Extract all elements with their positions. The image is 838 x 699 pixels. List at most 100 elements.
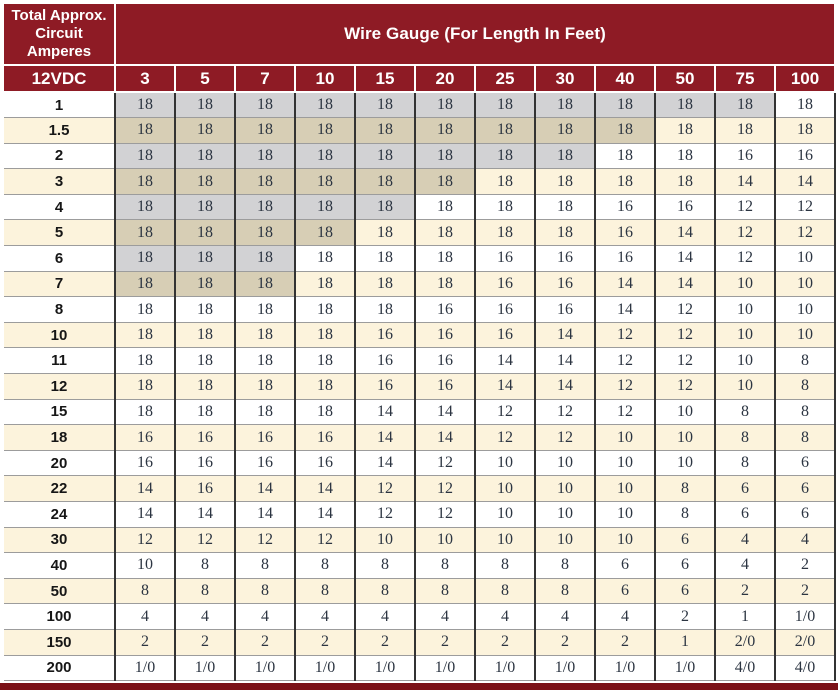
gauge-cell: 18	[114, 142, 176, 170]
gauge-cell: 18	[294, 117, 356, 144]
gauge-cell: 12	[414, 475, 476, 502]
amperes-label: 3	[2, 168, 116, 195]
gauge-cell: 18	[294, 398, 356, 426]
gauge-cell: 18	[414, 117, 476, 144]
gauge-cell: 12	[234, 526, 296, 554]
gauge-cell: 16	[594, 219, 656, 247]
table-row-20a: 20 16 16 16 16 14 12 10 10 10 10 8 6	[2, 449, 836, 477]
gauge-cell: 2	[294, 628, 356, 656]
gauge-cell: 14	[234, 501, 296, 528]
gauge-cell: 8	[474, 577, 536, 605]
gauge-cell: 18	[294, 347, 356, 375]
corner-header-total-approx-circuit-amperes: Total Approx. Circuit Amperes	[2, 2, 116, 66]
amperes-label: 20	[2, 449, 116, 477]
gauge-cell: 18	[174, 91, 236, 119]
gauge-cell: 12	[414, 449, 476, 477]
gauge-cell: 18	[114, 245, 176, 272]
table-row-50a: 50 8 8 8 8 8 8 8 8 6 6 2 2	[2, 577, 836, 605]
gauge-cell: 10	[774, 270, 836, 298]
amperes-label: 1.5	[2, 117, 116, 144]
gauge-cell: 1/0	[654, 654, 716, 682]
gauge-cell: 6	[774, 475, 836, 502]
table-row-1.5a: 1.5 18 18 18 18 18 18 18 18 18 18 18 18	[2, 117, 836, 144]
gauge-cell: 10	[594, 424, 656, 451]
gauge-cell: 18	[534, 168, 596, 195]
gauge-cell: 16	[474, 321, 536, 349]
gauge-cell: 18	[714, 117, 776, 144]
gauge-cell: 18	[114, 91, 176, 119]
gauge-cell: 4	[534, 603, 596, 630]
gauge-cell: 10	[714, 321, 776, 349]
gauge-cell: 18	[234, 296, 296, 323]
gauge-cell: 18	[714, 91, 776, 119]
table-row-150a: 150 2 2 2 2 2 2 2 2 2 1 2/0 2/0	[2, 628, 836, 656]
gauge-cell: 14	[354, 398, 416, 426]
gauge-cell: 4	[354, 603, 416, 630]
gauge-cell: 18	[354, 91, 416, 119]
amperes-label: 100	[2, 603, 116, 630]
gauge-cell: 18	[474, 117, 536, 144]
length-header-75: 75	[714, 64, 776, 93]
gauge-cell: 18	[294, 168, 356, 195]
gauge-cell: 18	[234, 245, 296, 272]
gauge-cell: 18	[474, 91, 536, 119]
gauge-cell: 8	[294, 552, 356, 579]
gauge-cell: 10	[774, 321, 836, 349]
gauge-cell: 4	[594, 603, 656, 630]
gauge-cell: 18	[114, 296, 176, 323]
gauge-cell: 18	[534, 91, 596, 119]
gauge-cell: 4	[774, 526, 836, 554]
table-row-10a: 10 18 18 18 18 16 16 16 14 12 12 10 10	[2, 321, 836, 349]
gauge-cell: 2/0	[774, 628, 836, 656]
voltage-header-12vdc: 12VDC	[2, 64, 116, 93]
gauge-cell: 16	[354, 321, 416, 349]
gauge-cell: 18	[474, 142, 536, 170]
gauge-cell: 16	[414, 321, 476, 349]
gauge-cell: 18	[594, 91, 656, 119]
length-header-50: 50	[654, 64, 716, 93]
gauge-cell: 2	[714, 577, 776, 605]
gauge-cell: 18	[114, 193, 176, 221]
gauge-cell: 18	[414, 219, 476, 247]
gauge-cell: 2	[594, 628, 656, 656]
table-row-15a: 15 18 18 18 18 14 14 12 12 12 10 8 8	[2, 398, 836, 426]
gauge-cell: 18	[474, 168, 536, 195]
gauge-cell: 1/0	[594, 654, 656, 682]
gauge-cell: 14	[654, 245, 716, 272]
gauge-cell: 18	[774, 91, 836, 119]
gauge-cell: 12	[534, 424, 596, 451]
gauge-cell: 10	[114, 552, 176, 579]
gauge-cell: 18	[594, 142, 656, 170]
gauge-cell: 4/0	[774, 654, 836, 682]
gauge-cell: 8	[354, 552, 416, 579]
gauge-cell: 6	[774, 501, 836, 528]
gauge-cell: 8	[654, 475, 716, 502]
amperes-label: 1	[2, 91, 116, 119]
gauge-cell: 18	[114, 398, 176, 426]
gauge-cell: 18	[234, 193, 296, 221]
gauge-cell: 8	[174, 577, 236, 605]
amperes-label: 24	[2, 501, 116, 528]
gauge-cell: 10	[534, 449, 596, 477]
gauge-cell: 14	[534, 373, 596, 400]
gauge-cell: 18	[354, 270, 416, 298]
amperes-label: 5	[2, 219, 116, 247]
group-header-row: Total Approx. Circuit Amperes Wire Gauge…	[2, 2, 836, 66]
gauge-cell: 18	[594, 168, 656, 195]
table-row-7a: 7 18 18 18 18 18 18 16 16 14 14 10 10	[2, 270, 836, 298]
gauge-cell: 8	[234, 552, 296, 579]
gauge-cell: 12	[774, 219, 836, 247]
table-row-4a: 4 18 18 18 18 18 18 18 18 16 16 12 12	[2, 193, 836, 221]
gauge-cell: 6	[594, 552, 656, 579]
gauge-cell: 18	[294, 219, 356, 247]
gauge-cell: 10	[474, 449, 536, 477]
amperes-label: 2	[2, 142, 116, 170]
gauge-cell: 18	[234, 270, 296, 298]
gauge-cell: 18	[234, 91, 296, 119]
column-header-row: 12VDC 3 5 7 10 15 20 25 30 40 50 75 100	[2, 64, 836, 93]
gauge-cell: 18	[174, 398, 236, 426]
gauge-cell: 16	[654, 193, 716, 221]
gauge-cell: 10	[654, 398, 716, 426]
gauge-cell: 18	[114, 117, 176, 144]
gauge-cell: 14	[534, 347, 596, 375]
